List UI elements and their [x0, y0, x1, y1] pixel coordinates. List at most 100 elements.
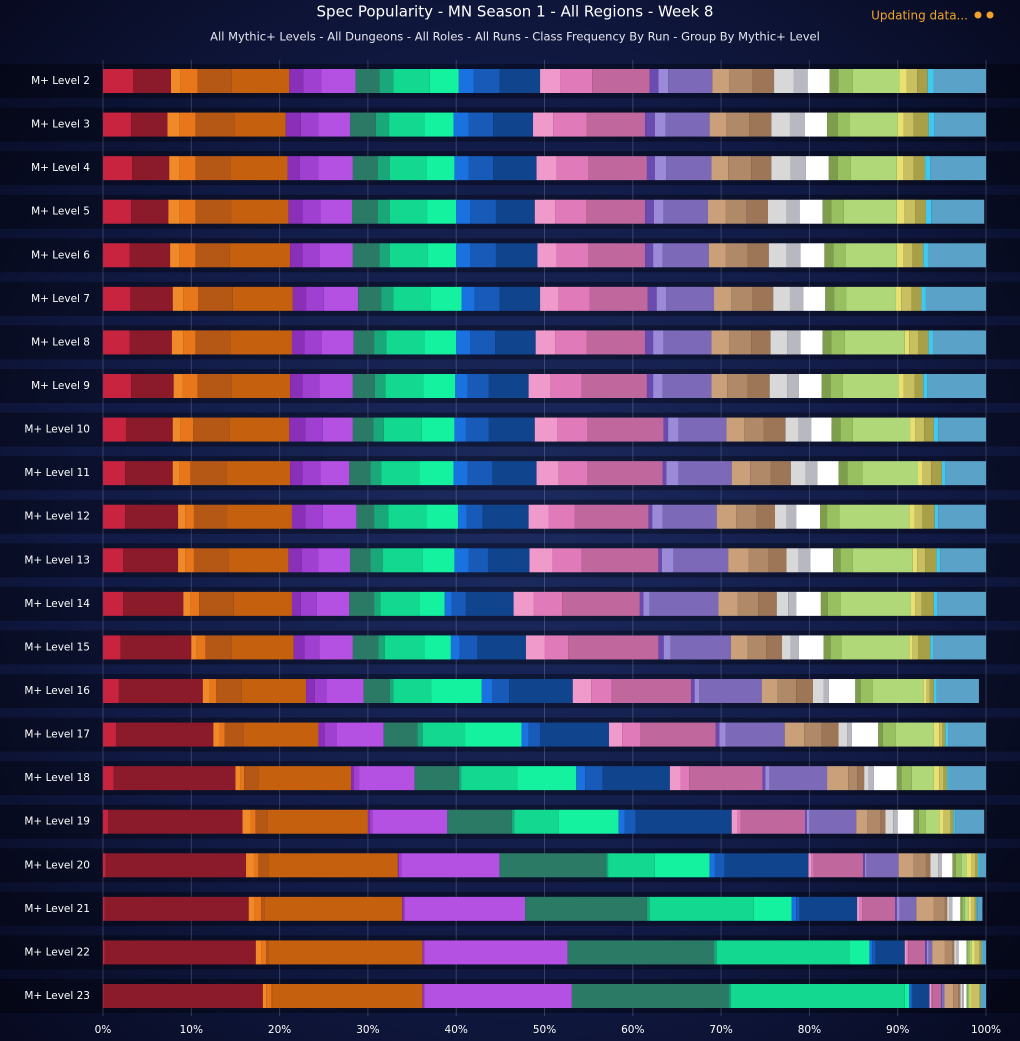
bar-segment — [796, 504, 820, 529]
bar-segment — [933, 417, 939, 442]
bar-segment — [813, 853, 864, 878]
bar-segment — [885, 809, 894, 834]
bar-segment — [948, 766, 986, 791]
bar-segment — [576, 766, 586, 791]
bar-segment — [785, 417, 799, 442]
bar-segment — [897, 809, 914, 834]
bar-segment — [941, 461, 946, 486]
bar-segment — [716, 940, 851, 965]
bar-segment — [306, 286, 324, 311]
bar-segment — [725, 243, 748, 268]
bar-segment — [654, 853, 710, 878]
bar-segment — [979, 853, 986, 878]
bar-segment — [404, 896, 526, 921]
bar-segment — [970, 984, 972, 1008]
bar-segment — [202, 679, 210, 703]
bar-segment — [827, 766, 849, 791]
bar-segment — [770, 330, 788, 355]
bar-segment — [909, 635, 913, 660]
bar-segment — [909, 330, 919, 355]
bar-segment — [131, 112, 168, 137]
bar-segment — [234, 112, 286, 137]
bar-segment — [670, 635, 731, 660]
bar-segment — [477, 635, 526, 660]
bar-segment — [639, 591, 644, 616]
bar-segment — [837, 112, 851, 137]
bar-segment — [788, 591, 797, 616]
bar-segment — [198, 286, 233, 311]
bar-segment — [456, 199, 471, 224]
bar-segment — [864, 766, 869, 791]
bar-segment — [914, 504, 923, 529]
x-tick-label: 50% — [533, 1024, 556, 1036]
bar-segment — [938, 417, 986, 442]
bar-segment — [807, 69, 830, 93]
bar-segment — [859, 896, 863, 921]
bar-segment — [798, 374, 822, 398]
bar-segment — [724, 853, 809, 878]
bar-segment — [191, 635, 197, 660]
bar-segment — [352, 417, 374, 442]
status-dot — [986, 11, 994, 19]
bar-segment — [429, 69, 459, 93]
bar-segment — [960, 984, 963, 1008]
bar-segment — [947, 766, 949, 791]
bar-segment — [730, 635, 748, 660]
bar-segment — [895, 722, 934, 747]
bar-segment — [103, 679, 119, 703]
bar-segment — [635, 809, 732, 834]
bar-segment — [426, 504, 458, 529]
bar-segment — [799, 199, 823, 224]
bar-segment — [915, 591, 922, 616]
bar-segment — [899, 69, 907, 93]
bar-segment — [568, 635, 659, 660]
bar-segment — [850, 112, 898, 137]
bar-segment — [454, 548, 469, 573]
y-tick-label: M+ Level 15 — [24, 641, 90, 653]
bar-segment — [762, 766, 766, 791]
bar-segment — [925, 809, 940, 834]
bar-segment — [104, 940, 256, 965]
bar-segment — [129, 330, 172, 355]
bar-segment — [589, 286, 648, 311]
bar-segment — [447, 809, 512, 834]
bar-segment — [958, 940, 967, 965]
bar-segment — [729, 69, 753, 93]
bar-segment — [665, 112, 710, 137]
bar-segment — [378, 635, 385, 660]
bar-segment — [123, 591, 184, 616]
bar-segment — [226, 461, 291, 486]
bar-segment — [533, 591, 563, 616]
bar-segment — [882, 722, 896, 747]
bar-segment — [930, 156, 986, 181]
bar-segment — [896, 896, 900, 921]
bar-segment — [793, 69, 808, 93]
bar-segment — [902, 156, 914, 181]
bar-segment — [104, 896, 249, 921]
bar-segment — [227, 504, 292, 529]
bar-segment — [796, 896, 800, 921]
bar-segment — [834, 286, 847, 311]
bar-segment — [930, 853, 939, 878]
bar-segment — [768, 243, 787, 268]
bar-segment — [839, 504, 910, 529]
bar-segment — [966, 940, 968, 965]
bar-segment — [473, 69, 500, 93]
bar-segment — [384, 635, 425, 660]
bar-segment — [902, 243, 913, 268]
bar-segment — [453, 461, 468, 486]
bar-segment — [961, 853, 967, 878]
y-tick-label: M+ Level 22 — [24, 946, 90, 958]
bar-segment — [782, 635, 791, 660]
bar-segment — [455, 374, 468, 398]
bar-segment — [805, 461, 818, 486]
bar-segment — [224, 722, 244, 747]
bar-segment — [776, 591, 789, 616]
bar-segment — [808, 853, 812, 878]
bar-segment — [803, 286, 826, 311]
bar-segment — [809, 809, 857, 834]
bar-segment — [320, 199, 353, 224]
bar-segment — [178, 504, 186, 529]
bar-segment — [737, 591, 759, 616]
bar-segment — [747, 243, 769, 268]
